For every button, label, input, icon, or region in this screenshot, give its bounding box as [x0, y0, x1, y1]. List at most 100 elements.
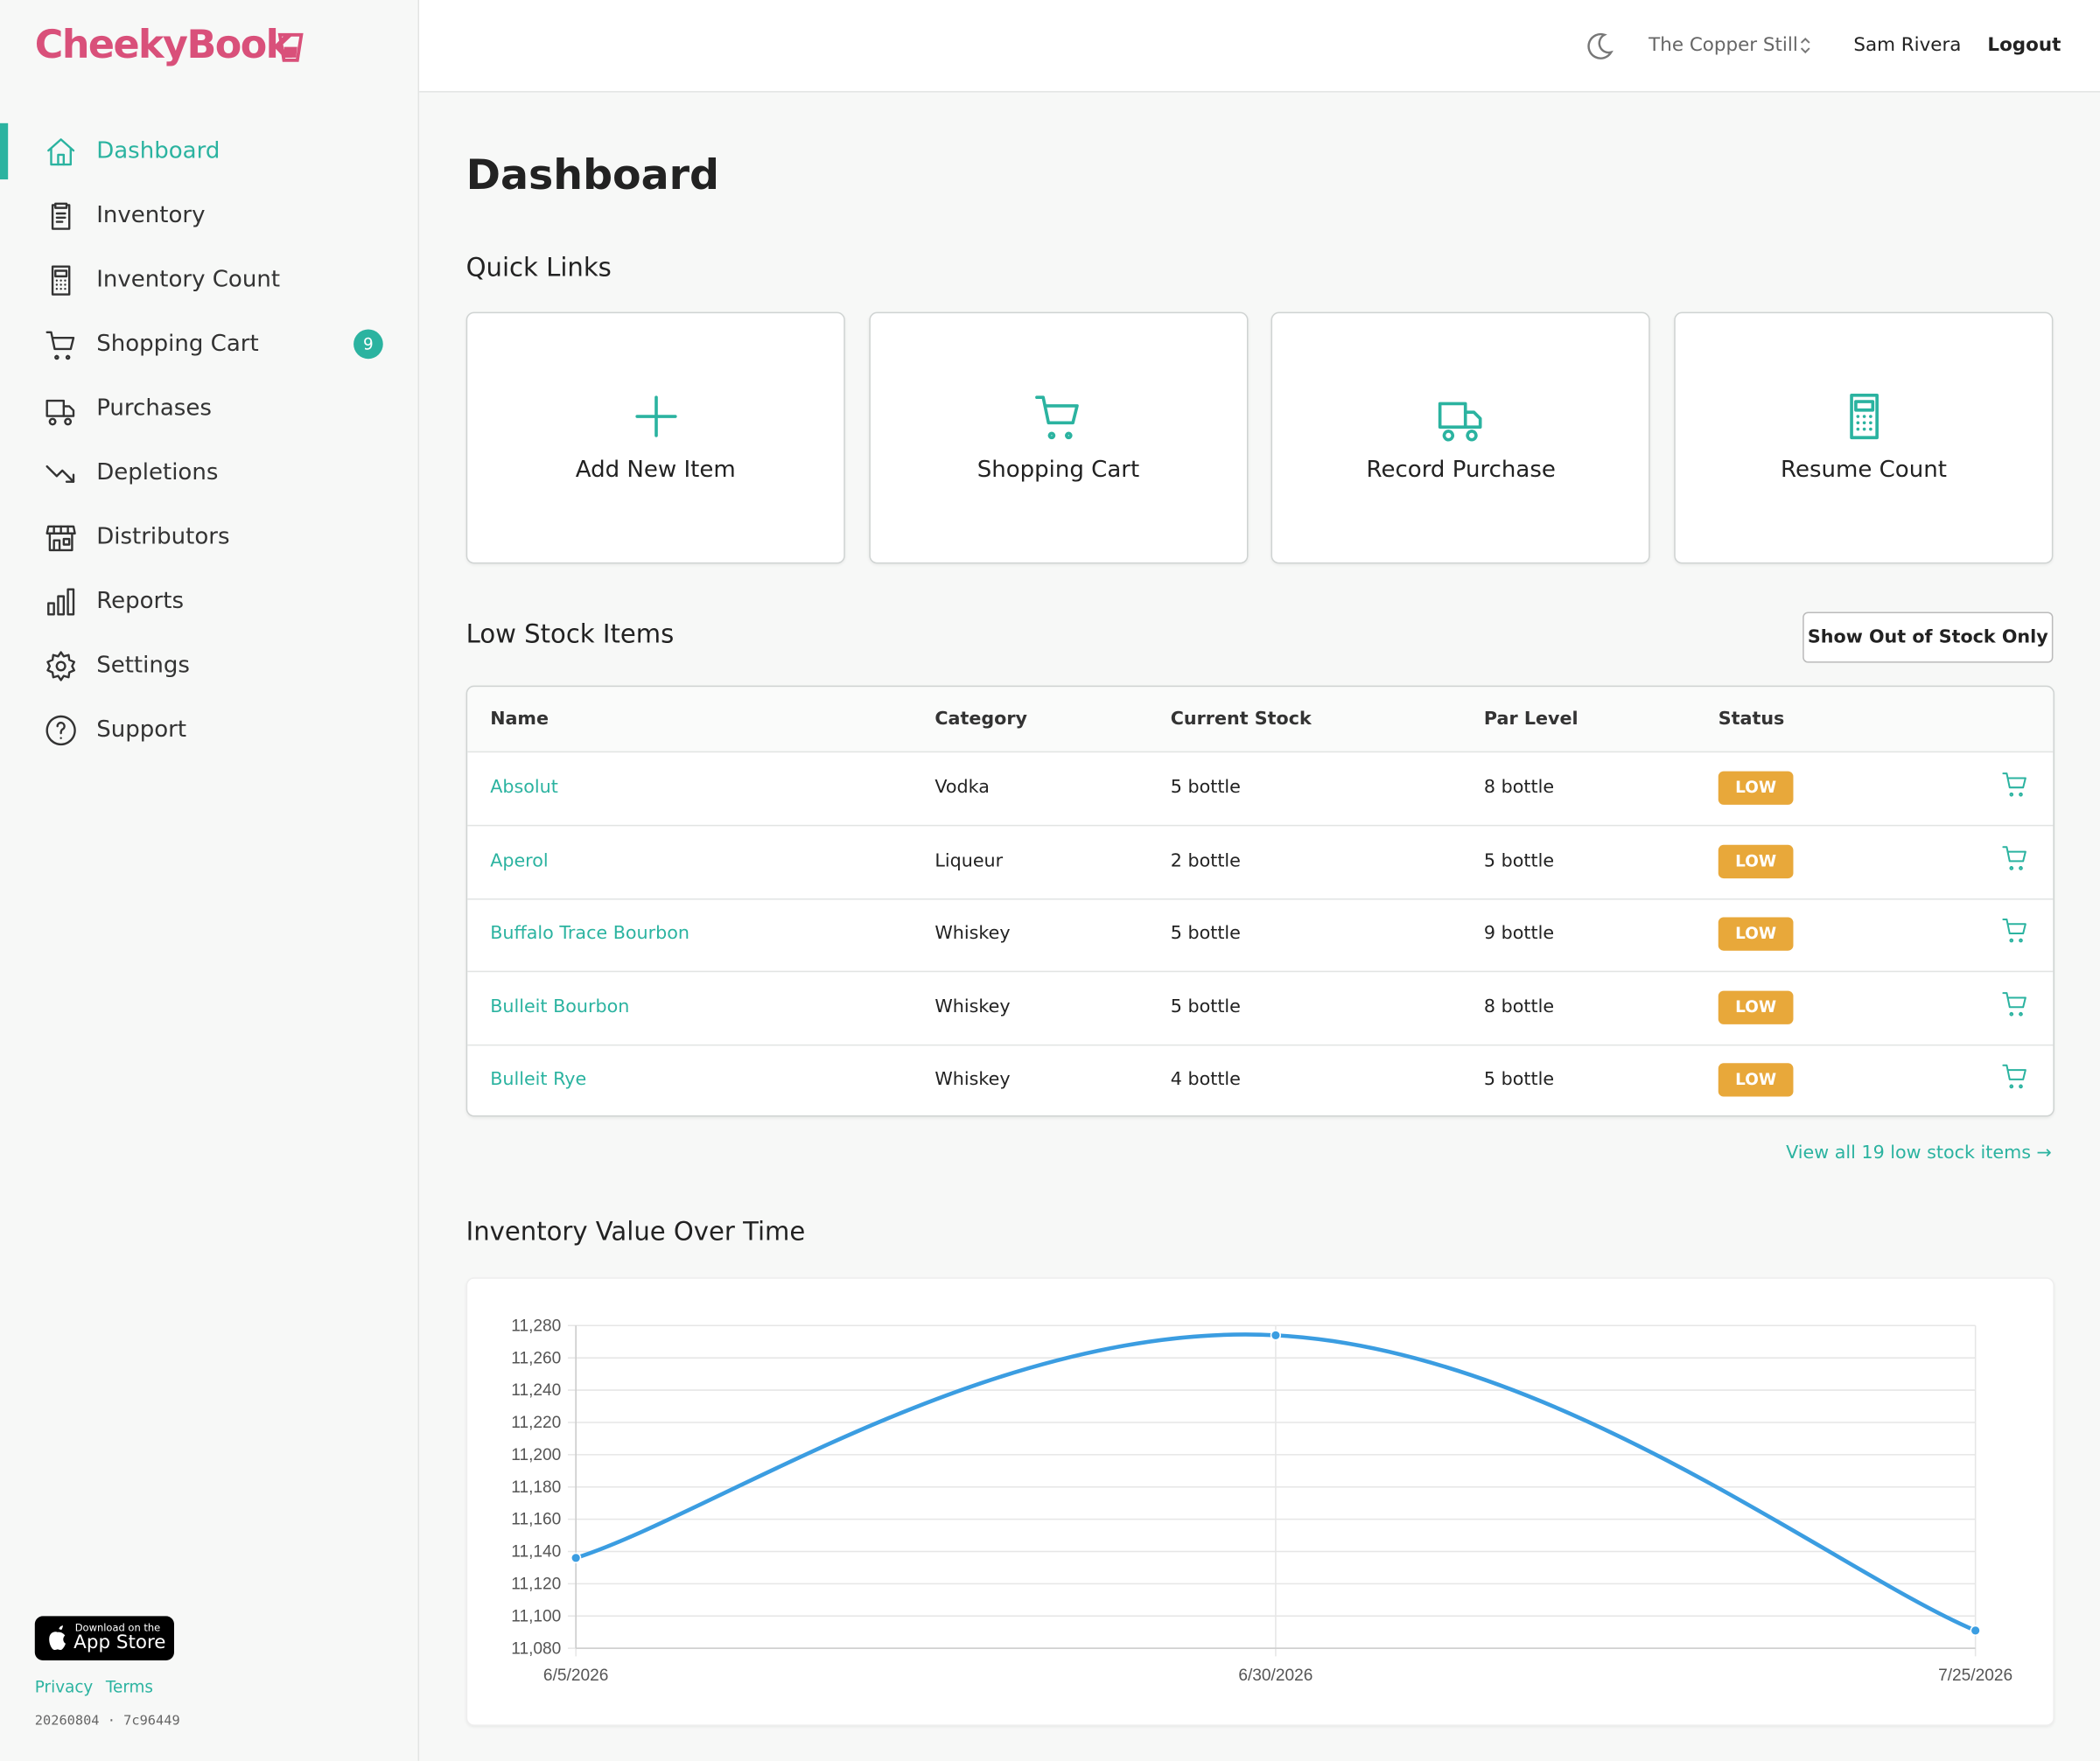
chart-title: Inventory Value Over Time — [466, 1217, 806, 1247]
y-tick-label: 11,260 — [511, 1349, 561, 1367]
row-divider — [467, 898, 2054, 899]
logout[interactable]: Logout — [1987, 34, 2062, 57]
nav-label: Depletions — [96, 458, 219, 486]
column-header: Par Level — [1483, 708, 1578, 730]
status-badge: LOW — [1718, 989, 1794, 1024]
app-store-small: Download on the — [74, 1621, 161, 1634]
quick-link-icon — [1438, 402, 1482, 442]
nav-icon — [51, 201, 71, 229]
nav-icon — [47, 137, 75, 165]
cell: 5 bottle — [1170, 922, 1241, 945]
add-to-cart[interactable] — [2001, 843, 2029, 871]
brand[interactable]: CheekyBook — [34, 21, 291, 67]
nav-label: Purchases — [96, 395, 212, 423]
nav-icon — [46, 330, 75, 360]
data-point — [570, 1552, 582, 1564]
quick-link-label: Record Purchase — [1366, 456, 1556, 484]
quick-link-card[interactable]: Record Purchase — [1271, 311, 1651, 564]
nav-item[interactable]: Inventory Count — [0, 252, 418, 308]
y-tick-label: 11,100 — [511, 1607, 561, 1625]
x-tick-label: 7/25/2026 — [1938, 1667, 2012, 1685]
row-divider — [467, 824, 2054, 827]
section-title: Low Stock Items — [466, 619, 675, 650]
nav-icon — [46, 524, 76, 551]
view-all-link[interactable]: View all 19 low stock items → — [1786, 1142, 2052, 1164]
terms-link[interactable]: Terms — [105, 1677, 154, 1697]
app-store-badge[interactable]: Download on the App Store — [34, 1616, 174, 1660]
nav-label: Reports — [96, 587, 185, 615]
nav-item[interactable]: Distributors — [0, 509, 418, 565]
quick-link-icon — [1849, 393, 1879, 440]
cell: 8 bottle — [1483, 996, 1555, 1017]
data-point — [1270, 1330, 1282, 1341]
apple-icon — [49, 1625, 66, 1651]
add-to-cart[interactable] — [2001, 770, 2029, 798]
theme-toggle[interactable] — [1585, 32, 1614, 62]
cell: 5 bottle — [1170, 776, 1241, 799]
column-header: Current Stock — [1170, 708, 1312, 730]
status-badge: LOW — [1718, 771, 1794, 805]
nav-label: Inventory Count — [96, 266, 281, 294]
nav-item[interactable]: Shopping Cart 9 — [0, 316, 418, 372]
nav-badge: 9 — [354, 329, 383, 360]
table-header — [467, 687, 2054, 753]
row-divider — [467, 1044, 2054, 1045]
cell: Whiskey — [934, 996, 1011, 1017]
nav-item[interactable]: Depletions — [0, 444, 418, 500]
add-to-cart[interactable] — [2001, 989, 2029, 1017]
y-tick-label: 11,280 — [511, 1317, 561, 1335]
nav-item[interactable]: Support — [0, 702, 418, 758]
data-point — [1970, 1625, 1981, 1637]
cell: 4 bottle — [1170, 1068, 1241, 1090]
row-divider — [467, 970, 2054, 973]
add-to-cart[interactable] — [2001, 1062, 2029, 1090]
quick-link-icon — [634, 395, 676, 437]
nav-item[interactable]: Inventory — [0, 187, 418, 243]
item-link[interactable]: Buffalo Trace Bourbon — [490, 922, 690, 945]
section-title: Quick Links — [466, 253, 612, 283]
quick-link-card[interactable]: Add New Item — [466, 311, 845, 564]
low-stock-table: Name Category Current Stock Par Level Status… — [466, 685, 2054, 1117]
cell: Vodka — [934, 776, 990, 799]
filter-button[interactable]: Show Out of Stock Only — [1802, 611, 2054, 663]
item-link[interactable]: Absolut — [490, 776, 558, 799]
item-link[interactable]: Bulleit Bourbon — [490, 996, 630, 1017]
user-name[interactable]: Sam Rivera — [1853, 34, 1962, 57]
nav-icon — [46, 715, 76, 745]
venue-select[interactable]: The Copper Still — [1648, 34, 1798, 57]
x-tick-label: 6/5/2026 — [543, 1667, 608, 1685]
quick-link-card[interactable]: Shopping Cart — [868, 311, 1249, 564]
quick-link-card[interactable]: Resume Count — [1674, 311, 2054, 564]
y-tick-label: 11,180 — [511, 1478, 561, 1497]
privacy-link[interactable]: Privacy — [34, 1677, 94, 1697]
sidebar: CheekyBook Dashboard Inventory Inventory C… — [0, 0, 420, 1761]
x-tick-label: 6/30/2026 — [1238, 1667, 1312, 1685]
app-store-label: App Store — [74, 1632, 166, 1654]
cell: 9 bottle — [1483, 922, 1555, 945]
item-link[interactable]: Bulleit Rye — [490, 1068, 587, 1090]
nav-icon — [46, 399, 75, 425]
item-link[interactable]: Aperol — [490, 849, 549, 871]
brand-icon — [277, 32, 304, 62]
topbar: The Copper Still Sam Rivera Logout — [419, 0, 2100, 93]
build-info: 20260804 · 7c96449 — [34, 1714, 180, 1730]
nav-label: Support — [96, 716, 187, 744]
status-badge: LOW — [1718, 1063, 1794, 1097]
cell: 5 bottle — [1170, 996, 1241, 1017]
status-badge: LOW — [1718, 844, 1794, 878]
nav-item[interactable]: Reports — [0, 573, 418, 629]
cell: Whiskey — [934, 1068, 1011, 1090]
nav-item[interactable]: Settings — [0, 638, 418, 694]
y-tick-label: 11,220 — [511, 1414, 561, 1432]
y-tick-label: 11,160 — [511, 1511, 561, 1529]
nav-item[interactable]: Purchases — [0, 381, 418, 437]
nav-label: Dashboard — [96, 137, 220, 165]
chart: 11,080 11,100 11,120 11,140 11,160 11,180 11,2… — [511, 1317, 2012, 1685]
quick-link-label: Add New Item — [575, 456, 736, 484]
page-title: Dashboard — [466, 150, 720, 200]
quick-link-label: Resume Count — [1781, 456, 1947, 484]
y-tick-label: 11,140 — [511, 1543, 561, 1562]
nav-item[interactable]: Dashboard — [0, 123, 418, 179]
add-to-cart[interactable] — [2001, 916, 2029, 944]
